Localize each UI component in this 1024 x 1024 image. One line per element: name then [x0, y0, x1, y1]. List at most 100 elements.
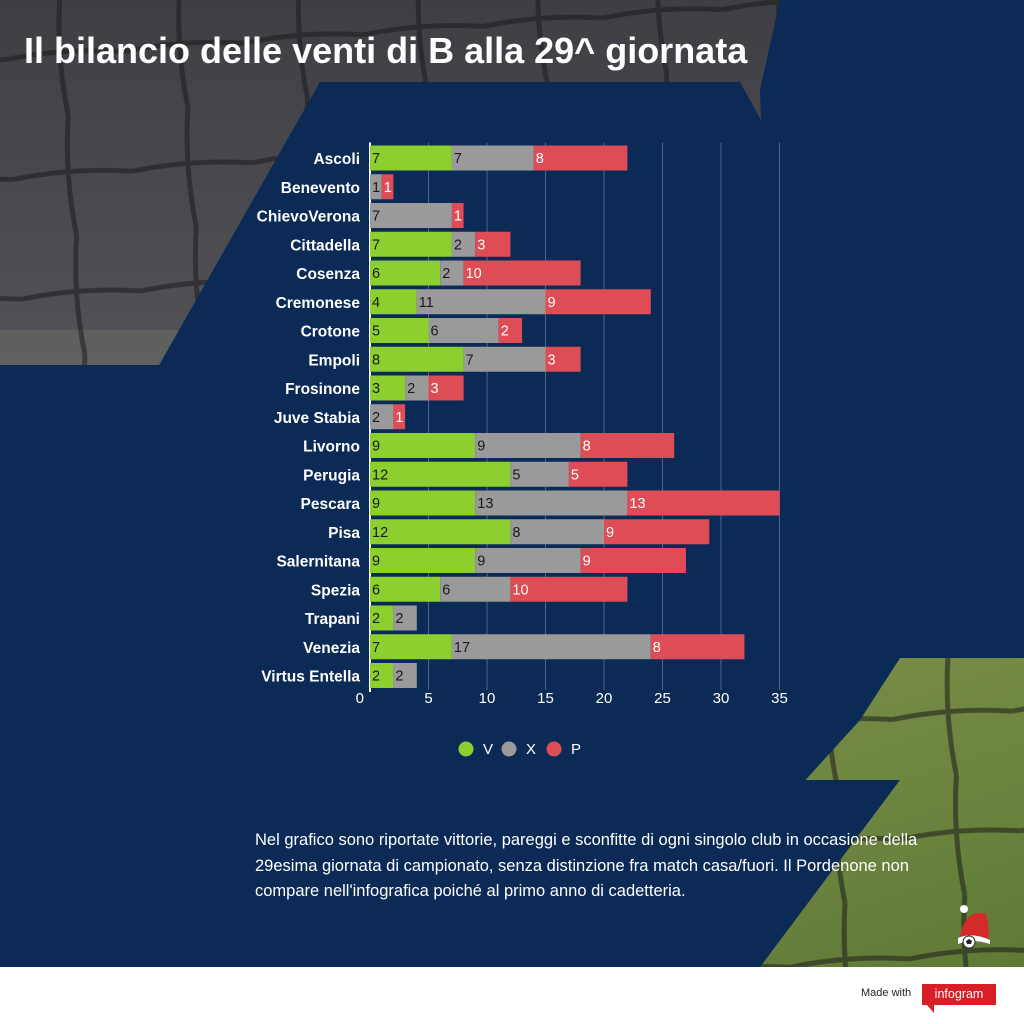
category-label: Trapani: [305, 611, 360, 628]
bar-segment: [381, 174, 394, 200]
bars: 7 7 81 17 17 2 36 2 104 11 95 6 28 7 33 2 32 19 9 812 5 59 13 1…: [370, 145, 780, 688]
bar-segment: [370, 490, 476, 516]
data-label: 9: [477, 554, 485, 570]
bar-segment: [370, 433, 476, 458]
bar-segment: [475, 490, 628, 516]
data-label: 2: [395, 611, 403, 627]
bar-segment: [428, 375, 464, 401]
legend-label: P: [571, 741, 581, 758]
category-label: Pisa: [328, 525, 360, 542]
data-label: 5: [512, 467, 520, 483]
data-label: 3: [431, 381, 439, 397]
category-label: Cremonese: [276, 295, 361, 312]
bar-segment: [416, 289, 546, 315]
bar-segment: [510, 461, 569, 487]
category-label: Virtus Entella: [261, 669, 360, 686]
data-label: 2: [372, 410, 380, 426]
bar-segment: [650, 634, 745, 660]
category-label: ChievoVerona: [257, 209, 361, 226]
data-label: 8: [653, 640, 661, 656]
bar-segment: [370, 231, 452, 257]
data-label: 3: [372, 381, 380, 397]
data-label: 3: [477, 237, 485, 253]
legend-label: V: [483, 741, 493, 758]
data-label: 5: [571, 467, 579, 483]
infogram-logo[interactable]: infogram: [922, 984, 996, 1005]
data-label: 6: [442, 582, 450, 598]
stacked-bar-chart: 7 7 81 17 17 2 36 2 104 11 95 6 28 7 33 2 32 19 9 812 5 59 13 1…: [257, 145, 788, 758]
data-label: 2: [407, 381, 415, 397]
bar-segment: [451, 231, 476, 257]
category-label: Juve Stabia: [274, 410, 361, 427]
bar-segment: [451, 145, 534, 171]
bar-segment: [370, 576, 441, 602]
category-labels: Ascoli Benevento ChievoVerona Cittadella Cos…: [257, 151, 361, 686]
x-tick-label: 0: [356, 690, 364, 707]
data-label: 6: [431, 324, 439, 340]
data-label: 8: [372, 352, 380, 368]
bar-segment: [604, 519, 710, 545]
category-label: Cosenza: [296, 266, 360, 283]
bar-segment: [475, 231, 511, 257]
category-label: Cittadella: [290, 237, 360, 254]
bar-segment: [370, 260, 441, 286]
data-label: 13: [629, 496, 645, 512]
footer-bar: [0, 967, 1024, 1024]
data-label: 2: [372, 611, 380, 627]
bar-segment: [405, 375, 429, 401]
category-label: Salernitana: [276, 554, 360, 571]
bar-segment: [370, 663, 394, 688]
data-label: 9: [606, 525, 614, 541]
data-label: 7: [372, 640, 380, 656]
data-label: 2: [442, 266, 450, 282]
bar-segment: [370, 519, 511, 545]
category-label: Ascoli: [313, 151, 360, 168]
data-label: 9: [477, 439, 485, 455]
data-label: 9: [372, 439, 380, 455]
bar-segment: [510, 519, 604, 545]
data-label: 7: [372, 151, 380, 167]
data-label: 7: [466, 352, 474, 368]
data-label: 2: [395, 669, 403, 685]
data-label: 9: [372, 496, 380, 512]
bar-segment: [370, 404, 394, 430]
x-tick-label: 5: [424, 690, 432, 707]
category-label: Spezia: [311, 582, 360, 599]
category-label: Venezia: [303, 640, 360, 657]
bar-segment: [545, 346, 581, 372]
legend-label: X: [526, 741, 536, 758]
bar-segment: [370, 145, 452, 171]
category-label: Livorno: [303, 439, 360, 456]
data-label: 6: [372, 266, 380, 282]
bar-segment: [393, 663, 417, 688]
bar-segment: [533, 145, 628, 171]
bar-segment: [370, 289, 417, 315]
infogram-logo-tail: [926, 1004, 934, 1013]
bar-segment: [370, 318, 429, 343]
category-label: Empoli: [308, 352, 360, 369]
x-tick-label: 10: [479, 690, 496, 707]
bar-segment: [627, 490, 780, 516]
chart-title: Il bilancio delle venti di B alla 29^ gi…: [24, 30, 748, 71]
bar-segment: [370, 634, 452, 660]
data-label: 4: [372, 295, 380, 311]
data-label: 3: [548, 352, 556, 368]
x-tick-label: 35: [771, 690, 788, 707]
category-label: Benevento: [281, 180, 360, 197]
bar-segment: [370, 461, 511, 487]
panel-shape-bottom: [240, 780, 900, 967]
data-label: 17: [454, 640, 470, 656]
category-label: Perugia: [303, 467, 360, 484]
data-label: 9: [583, 554, 591, 570]
data-label: 11: [419, 295, 434, 311]
bar-segment: [545, 289, 651, 315]
bar-segment: [463, 346, 546, 372]
infographic-canvas: Il bilancio delle venti di B alla 29^ gi…: [0, 0, 1024, 967]
x-tick-label: 20: [596, 690, 613, 707]
data-label: 10: [466, 266, 482, 282]
data-label: 8: [512, 525, 520, 541]
legend-swatch: [546, 741, 562, 757]
bar-segment: [393, 404, 406, 430]
category-label: Pescara: [301, 496, 361, 513]
